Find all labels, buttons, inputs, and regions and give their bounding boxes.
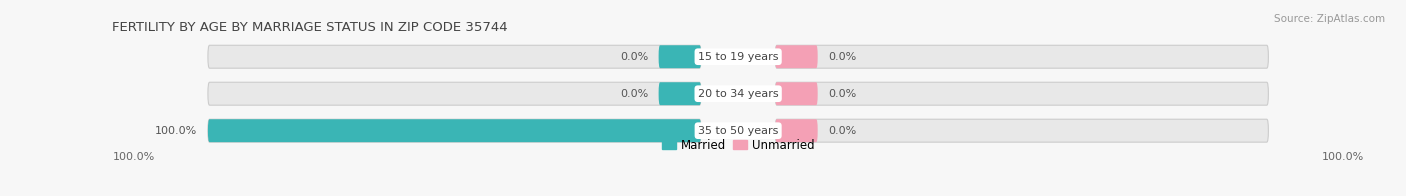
Text: 100.0%: 100.0% [155,126,197,136]
FancyBboxPatch shape [208,45,702,68]
Text: 100.0%: 100.0% [1322,152,1364,162]
Text: 15 to 19 years: 15 to 19 years [697,52,779,62]
FancyBboxPatch shape [208,82,702,105]
FancyBboxPatch shape [208,119,702,142]
FancyBboxPatch shape [658,45,702,68]
Text: Source: ZipAtlas.com: Source: ZipAtlas.com [1274,14,1385,24]
Text: 100.0%: 100.0% [112,152,155,162]
Legend: Married, Unmarried: Married, Unmarried [657,134,820,156]
Text: FERTILITY BY AGE BY MARRIAGE STATUS IN ZIP CODE 35744: FERTILITY BY AGE BY MARRIAGE STATUS IN Z… [112,21,508,34]
FancyBboxPatch shape [658,82,702,105]
Text: 0.0%: 0.0% [620,52,648,62]
Text: 35 to 50 years: 35 to 50 years [697,126,779,136]
Text: 20 to 34 years: 20 to 34 years [697,89,779,99]
FancyBboxPatch shape [775,119,818,142]
Text: 0.0%: 0.0% [828,126,856,136]
Text: 0.0%: 0.0% [828,89,856,99]
Text: 0.0%: 0.0% [620,89,648,99]
FancyBboxPatch shape [208,119,702,142]
FancyBboxPatch shape [775,45,818,68]
FancyBboxPatch shape [775,119,1268,142]
FancyBboxPatch shape [775,82,1268,105]
Text: 0.0%: 0.0% [828,52,856,62]
FancyBboxPatch shape [775,82,818,105]
FancyBboxPatch shape [775,45,1268,68]
